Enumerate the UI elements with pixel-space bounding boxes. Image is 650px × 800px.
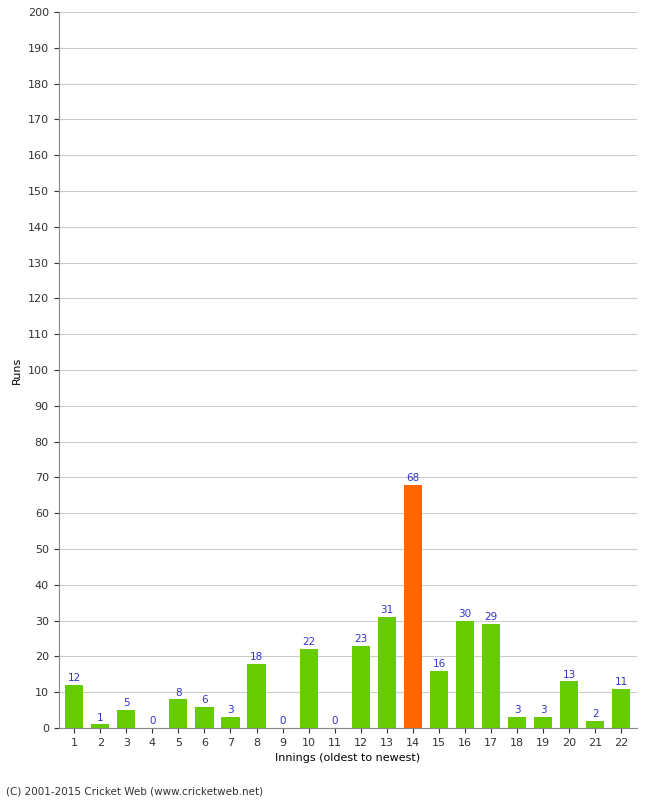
Text: 18: 18 [250,652,263,662]
Bar [65,685,83,728]
Text: 30: 30 [458,609,472,619]
Text: 0: 0 [280,716,286,726]
Bar [404,485,422,728]
Bar [91,725,109,728]
Bar [378,617,396,728]
Text: 3: 3 [227,706,234,715]
Text: 68: 68 [406,473,419,482]
Text: 0: 0 [149,716,155,726]
Text: (C) 2001-2015 Cricket Web (www.cricketweb.net): (C) 2001-2015 Cricket Web (www.cricketwe… [6,786,264,796]
Bar [222,718,240,728]
X-axis label: Innings (oldest to newest): Innings (oldest to newest) [275,754,421,763]
Y-axis label: Runs: Runs [12,356,22,384]
Bar [195,706,214,728]
Bar [482,624,500,728]
Bar [586,721,605,728]
Text: 29: 29 [484,612,498,622]
Text: 2: 2 [592,709,599,719]
Bar [560,682,578,728]
Bar [117,710,135,728]
Text: 12: 12 [68,674,81,683]
Bar [169,699,187,728]
Bar [534,718,552,728]
Text: 23: 23 [354,634,367,644]
Bar [300,650,318,728]
Text: 31: 31 [380,606,393,615]
Bar [430,670,448,728]
Bar [612,689,630,728]
Text: 11: 11 [615,677,628,687]
Bar [508,718,526,728]
Text: 0: 0 [332,716,338,726]
Text: 5: 5 [123,698,129,708]
Text: 16: 16 [432,659,446,669]
Text: 8: 8 [175,687,182,698]
Bar [352,646,370,728]
Text: 22: 22 [302,638,315,647]
Text: 6: 6 [201,694,208,705]
Bar [456,621,474,728]
Text: 3: 3 [514,706,521,715]
Text: 3: 3 [540,706,547,715]
Bar [248,663,266,728]
Text: 1: 1 [97,713,103,722]
Text: 13: 13 [563,670,576,680]
